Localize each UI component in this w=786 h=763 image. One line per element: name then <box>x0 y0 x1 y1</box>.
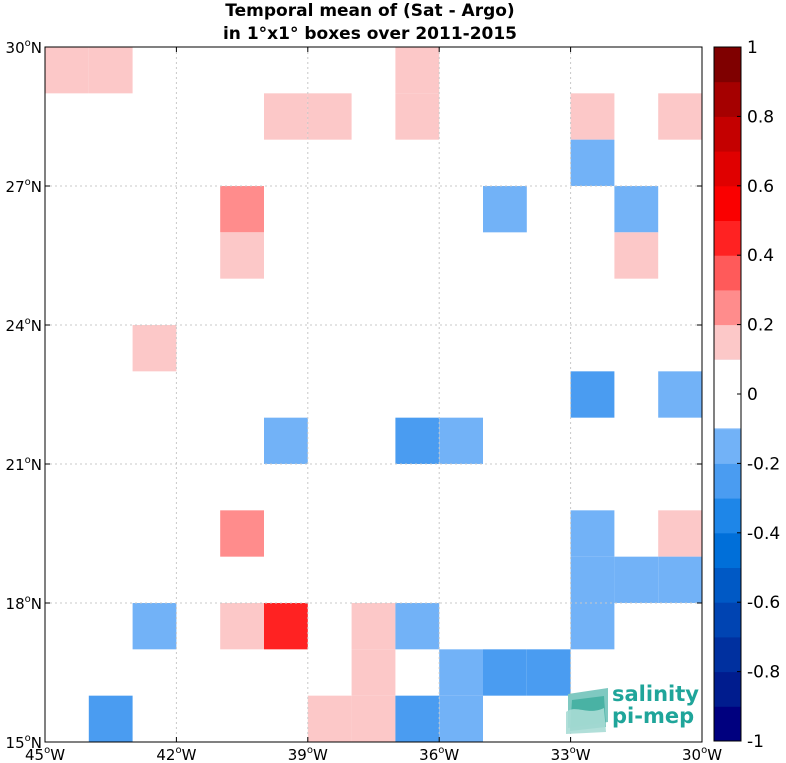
colorbar-tick-label: -0.8 <box>747 663 780 683</box>
x-tick-label: 45oW <box>25 745 65 763</box>
heatmap-cell <box>614 556 659 603</box>
heatmap-cell <box>658 93 702 140</box>
heatmap-cell <box>307 93 352 140</box>
colorbar-segment <box>714 289 741 326</box>
heatmap-cell <box>307 695 352 742</box>
heatmap-cell <box>351 695 396 742</box>
plot-frame <box>44 46 703 743</box>
heatmap-cell <box>264 603 308 650</box>
colorbar-segment <box>714 220 741 256</box>
heatmap-cell <box>658 371 702 418</box>
logo-line1: salinity <box>612 682 699 706</box>
heatmap-cell <box>264 417 308 464</box>
colorbar-segment <box>714 706 741 742</box>
heatmap-cell <box>88 47 133 94</box>
heatmap-cell <box>351 603 396 650</box>
y-tick-label: 24oN <box>6 316 42 335</box>
colorbar-segment <box>714 463 741 499</box>
wave-logo-icon <box>566 688 608 734</box>
heatmap-cell <box>570 510 615 557</box>
colorbar-tick-label: -0.6 <box>747 593 780 613</box>
x-tick-label: 36oW <box>419 745 459 763</box>
heatmap-cell <box>220 603 264 650</box>
colorbar-segment <box>714 636 741 673</box>
y-tick-label: 30oN <box>6 38 42 57</box>
heatmap-cell <box>658 510 702 557</box>
colorbar-tick-label: 0 <box>747 385 758 405</box>
heatmap-cells <box>45 47 702 742</box>
heatmap-cell <box>614 232 659 279</box>
colorbar-segment <box>714 671 741 707</box>
heatmap-cell <box>483 186 527 233</box>
x-tick-label: 33oW <box>551 745 591 763</box>
heatmap-cell <box>395 695 440 742</box>
salinity-pi-mep-logo: salinity pi-mep <box>566 682 699 734</box>
heatmap-cell <box>658 556 702 603</box>
x-tick-label: 42oW <box>156 745 196 763</box>
colorbar-segment <box>714 324 741 360</box>
y-tick-label: 21oN <box>6 455 42 474</box>
x-tick-label: 39oW <box>288 745 328 763</box>
colorbar-tick-label: 1 <box>747 38 758 58</box>
colorbar-segment <box>714 428 741 464</box>
heatmap-cell <box>264 93 308 140</box>
x-tick-label: 30oW <box>682 745 722 763</box>
colorbar-segment <box>714 185 741 221</box>
heatmap-cell <box>570 603 615 650</box>
colorbar-tick-label: -0.4 <box>747 524 780 544</box>
heatmap-cell <box>220 186 264 233</box>
colorbar-segment <box>714 498 741 534</box>
heatmap-cell <box>439 695 483 742</box>
heatmap-cell <box>88 695 133 742</box>
colorbar-segment <box>714 532 741 568</box>
heatmap-cell <box>220 232 264 279</box>
colorbar-tick-label: -1 <box>747 732 764 752</box>
heatmap-cell <box>395 417 440 464</box>
heatmap-cell <box>351 649 396 696</box>
heatmap-cell <box>483 649 527 696</box>
heatmap-cell <box>570 556 615 603</box>
heatmap-cell <box>220 510 264 557</box>
colorbar-tick-label: 0.2 <box>747 316 774 336</box>
colorbar-segment <box>714 151 741 187</box>
colorbar-segment <box>714 255 741 291</box>
y-tick-label: 18oN <box>6 594 42 613</box>
heatmap-cell <box>526 649 571 696</box>
heatmap-cell <box>614 186 659 233</box>
heatmap-cell <box>395 47 440 94</box>
chart-title-line2: in 1°x1° boxes over 2011-2015 <box>223 24 517 44</box>
colorbar <box>713 46 742 742</box>
heatmap-cell <box>570 139 615 186</box>
heatmap-cell <box>395 93 440 140</box>
colorbar-segment <box>714 567 741 603</box>
colorbar-segment <box>714 116 741 152</box>
heatmap-cell <box>395 603 440 650</box>
logo-line2: pi-mep <box>612 704 694 728</box>
y-tick-label: 15oN <box>6 733 42 752</box>
heatmap-cell <box>439 417 483 464</box>
x-axis-ticks: 45oW 42oW 39oW 36oW 33oW 30oW <box>25 47 722 763</box>
y-axis-ticks: 15oN 18oN 21oN 24oN 27oN 30oN <box>6 38 702 752</box>
plot-border <box>44 46 703 743</box>
colorbar-tick-label: 0.4 <box>747 246 774 266</box>
colorbar-ticks: 1 0.8 0.6 0.4 0.2 0 -0.2 -0.4 -0.6 -0.8 -1 <box>737 38 780 752</box>
heatmap-cell <box>45 47 89 94</box>
colorbar-tick-label: 0.8 <box>747 107 774 127</box>
colorbar-segment <box>714 602 741 638</box>
heatmap-cell <box>132 603 177 650</box>
heatmap-cell <box>132 325 177 372</box>
colorbar-segment <box>714 47 741 83</box>
colorbar-zero-band <box>714 359 741 429</box>
heatmap-cell <box>570 371 615 418</box>
grid-lines <box>45 47 702 742</box>
y-tick-label: 27oN <box>6 177 42 196</box>
chart-title-line1: Temporal mean of (Sat - Argo) <box>225 1 514 21</box>
colorbar-tick-label: 0.6 <box>747 177 774 197</box>
colorbar-segment <box>714 81 741 117</box>
colorbar-tick-label: -0.2 <box>747 454 780 474</box>
heatmap-cell <box>439 649 483 696</box>
heatmap-cell <box>570 93 615 140</box>
